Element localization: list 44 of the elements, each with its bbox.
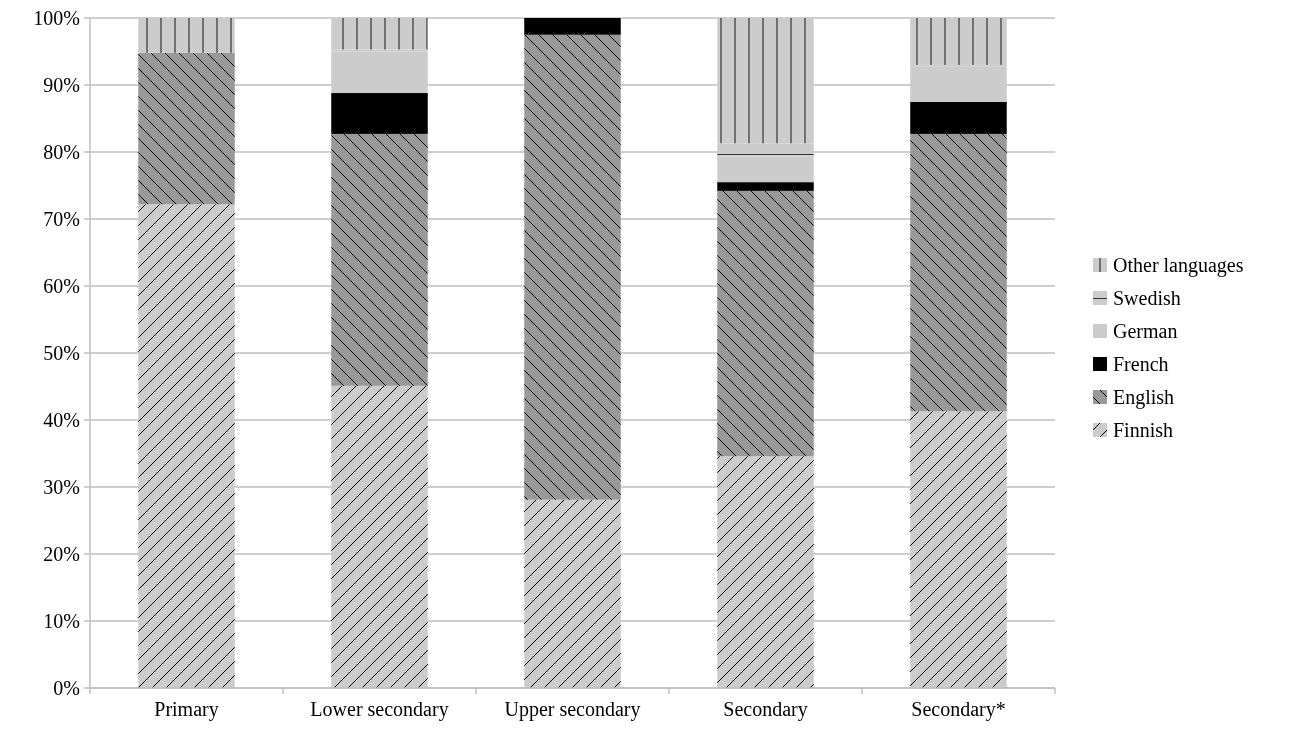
bar: [138, 52, 235, 205]
bar: [717, 190, 814, 457]
bar: [717, 143, 814, 157]
y-tick-label: 0%: [53, 677, 80, 699]
x-tick-label: Primary: [154, 698, 219, 721]
bar: [331, 93, 428, 134]
y-tick-label: 100%: [33, 7, 80, 29]
legend-label: Finnish: [1113, 419, 1174, 441]
bar: [331, 18, 428, 50]
bar: [524, 499, 621, 688]
legend-label: English: [1113, 386, 1175, 409]
bar: [331, 385, 428, 688]
y-tick-label: 60%: [43, 275, 80, 297]
bar: [717, 156, 814, 183]
y-tick-label: 90%: [43, 74, 80, 96]
legend-label: Swedish: [1113, 287, 1181, 309]
x-tick-label: Lower secondary: [310, 698, 449, 721]
bar: [138, 204, 235, 688]
bar: [910, 66, 1007, 102]
bar: [524, 18, 621, 35]
bar: [717, 18, 814, 144]
bar: [910, 101, 1007, 134]
y-tick-label: 10%: [43, 610, 80, 632]
y-tick-label: 20%: [43, 543, 80, 565]
bar: [138, 18, 235, 53]
x-tick-label: Upper secondary: [504, 698, 641, 721]
y-tick-label: 70%: [43, 208, 80, 230]
bar: [910, 411, 1007, 688]
bar: [717, 456, 814, 688]
y-tick-label: 30%: [43, 476, 80, 498]
bar: [910, 18, 1007, 65]
bar: [331, 133, 428, 386]
legend-label: German: [1113, 320, 1178, 342]
bar: [331, 51, 428, 94]
y-tick-label: 80%: [43, 141, 80, 163]
x-tick-label: Secondary*: [911, 698, 1006, 721]
bar: [524, 34, 621, 500]
bar: [910, 133, 1007, 412]
legend-label: Other languages: [1113, 254, 1244, 277]
y-tick-label: 50%: [43, 342, 80, 364]
bar: [717, 182, 814, 191]
y-tick-label: 40%: [43, 409, 80, 431]
x-tick-label: Secondary: [723, 698, 808, 721]
legend-label: French: [1113, 353, 1169, 375]
